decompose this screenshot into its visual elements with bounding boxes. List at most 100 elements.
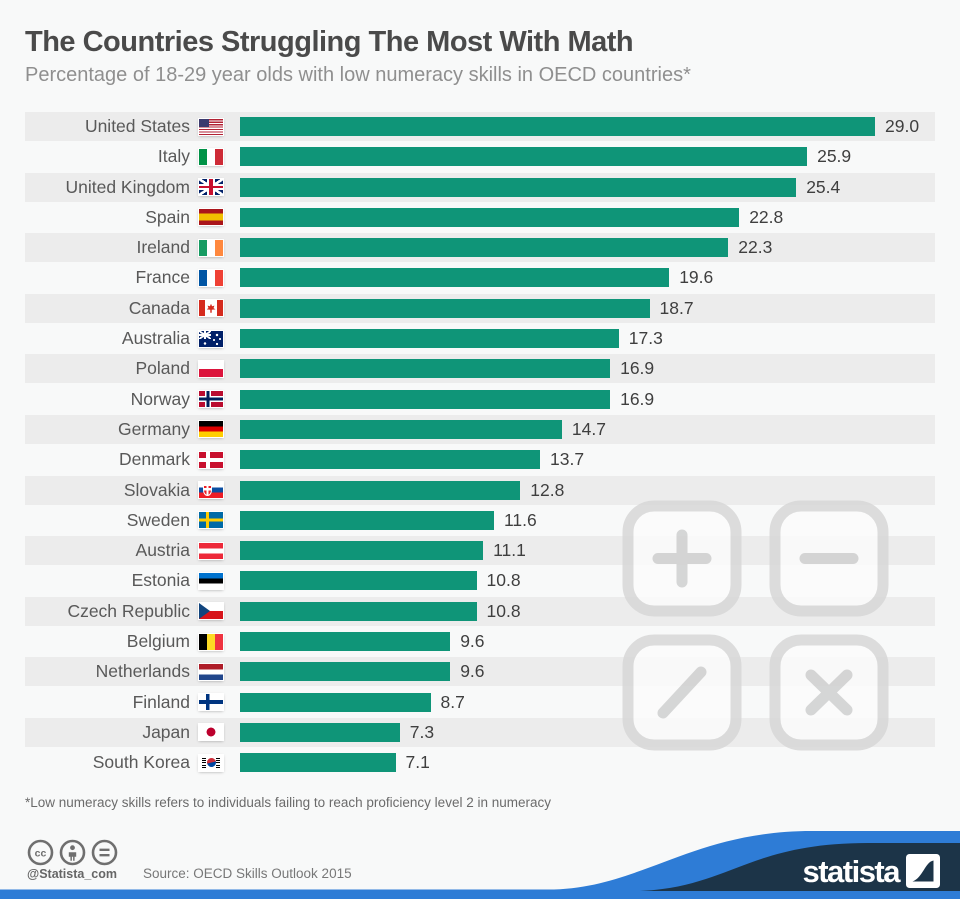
value-label: 18.7 — [659, 297, 694, 318]
flag-icon-es — [199, 209, 223, 226]
value-label: 14.7 — [571, 418, 606, 439]
country-label: Italy — [157, 146, 190, 167]
flag-icon-ee — [199, 572, 223, 589]
bar — [240, 268, 670, 288]
value-label: 22.8 — [749, 206, 784, 227]
bar — [240, 298, 650, 318]
bar — [240, 571, 477, 591]
attribution-icon[interactable] — [59, 839, 86, 866]
bar — [240, 601, 477, 621]
flag-icon-cz — [199, 603, 223, 620]
flag-icon-us — [199, 118, 223, 135]
flag-icon-ie — [199, 239, 223, 256]
bar — [240, 147, 808, 167]
bar — [240, 722, 400, 742]
bar-row: Italy 25.9 — [25, 142, 935, 171]
country-label: Spain — [145, 206, 190, 227]
value-label: 11.1 — [493, 540, 526, 561]
value-label: 22.3 — [738, 237, 773, 258]
flag-icon-at — [199, 542, 223, 559]
flag-icon-ca — [199, 300, 223, 317]
country-label: South Korea — [92, 752, 190, 773]
chart-rows: United States 29.0 Italy 25.9 United Kin… — [25, 112, 935, 777]
value-label: 11.6 — [504, 509, 537, 530]
value-label: 10.8 — [486, 570, 521, 591]
bar-row: Denmark 13.7 — [25, 445, 935, 474]
bar — [240, 541, 484, 561]
footnote: *Low numeracy skills refers to individua… — [25, 795, 551, 810]
flag-icon-kr — [199, 754, 223, 771]
value-label: 9.6 — [460, 661, 485, 682]
bar-row: Estonia 10.8 — [25, 566, 935, 595]
value-label: 17.3 — [628, 328, 663, 349]
bar-row: France 19.6 — [25, 263, 935, 292]
value-label: 9.6 — [460, 631, 485, 652]
value-label: 7.3 — [409, 721, 435, 742]
flag-icon-jp — [199, 724, 223, 741]
flag-icon-dk — [199, 451, 223, 468]
country-label: Austria — [135, 540, 190, 561]
value-label: 8.7 — [440, 691, 465, 712]
bar-chart: United States 29.0 Italy 25.9 United Kin… — [25, 112, 935, 779]
bar — [240, 329, 619, 349]
country-label: Netherlands — [95, 661, 190, 682]
country-label: Canada — [128, 297, 190, 318]
bar — [240, 117, 875, 136]
flag-icon-nl — [199, 663, 223, 680]
country-label: Czech Republic — [67, 600, 190, 621]
bar — [240, 207, 740, 227]
bar — [240, 238, 729, 258]
page-subtitle: Percentage of 18-29 year olds with low n… — [25, 64, 691, 86]
source-text: Source: OECD Skills Outlook 2015 — [143, 866, 352, 881]
bar-row: Czech Republic 10.8 — [25, 596, 935, 626]
bar-row: Belgium 9.6 — [25, 627, 935, 656]
flag-icon-sk — [199, 482, 223, 499]
value-label: 7.1 — [405, 752, 430, 773]
bar — [240, 389, 611, 409]
value-label: 12.8 — [530, 479, 565, 500]
value-label: 25.9 — [817, 146, 852, 167]
bar-row: Poland 16.9 — [25, 354, 935, 384]
bar-row: United States 29.0 — [25, 112, 935, 141]
bar-row: Germany 14.7 — [25, 414, 935, 444]
equal-icon[interactable] — [91, 839, 118, 866]
country-label: Slovakia — [123, 479, 190, 500]
bar — [240, 177, 797, 197]
bar — [240, 753, 396, 773]
statista-logo-icon — [906, 854, 940, 888]
flag-icon-gb — [199, 179, 223, 196]
cc-license-icons[interactable]: cc — [27, 839, 118, 866]
statista-handle[interactable]: @Statista_com — [27, 867, 117, 881]
country-label: Estonia — [131, 570, 190, 591]
bar — [240, 510, 494, 530]
bar-row: South Korea 7.1 — [25, 748, 935, 777]
bar-row: Finland 8.7 — [25, 688, 935, 717]
bar-row: Norway 16.9 — [25, 385, 935, 414]
bar — [240, 480, 521, 500]
value-label: 25.4 — [806, 176, 841, 197]
bar-row: Australia 17.3 — [25, 324, 935, 353]
flag-icon-pl — [199, 360, 223, 377]
flag-icon-de — [199, 421, 223, 438]
country-label: United States — [84, 116, 190, 136]
bar — [240, 359, 611, 379]
country-label: Finland — [132, 691, 190, 712]
statista-logo[interactable]: statista — [802, 854, 940, 888]
bar-row: Sweden 11.6 — [25, 506, 935, 535]
cc-icon[interactable]: cc — [27, 839, 54, 866]
bar — [240, 450, 540, 470]
bar-row: Japan 7.3 — [25, 717, 935, 747]
svg-text:cc: cc — [35, 848, 47, 860]
value-label: 19.6 — [679, 267, 714, 288]
bar-row: Ireland 22.3 — [25, 233, 935, 263]
flag-icon-it — [199, 148, 223, 165]
value-label: 16.9 — [620, 388, 655, 409]
country-label: Poland — [135, 358, 191, 379]
country-label: Australia — [121, 328, 190, 349]
page-title: The Countries Struggling The Most With M… — [25, 26, 634, 58]
flag-icon-no — [199, 391, 223, 408]
flag-icon-se — [199, 512, 223, 529]
flag-icon-au — [199, 330, 223, 347]
bar — [240, 419, 562, 439]
